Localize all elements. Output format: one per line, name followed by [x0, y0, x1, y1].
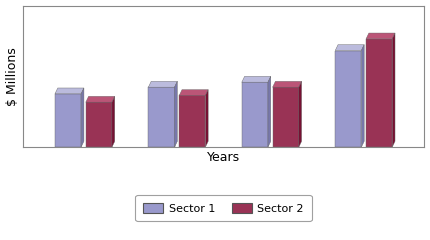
Bar	[335, 51, 361, 147]
Bar	[366, 39, 392, 147]
Polygon shape	[175, 81, 177, 147]
Bar	[273, 87, 299, 147]
Polygon shape	[392, 33, 395, 147]
Polygon shape	[112, 96, 115, 147]
Polygon shape	[55, 88, 84, 94]
Polygon shape	[361, 45, 364, 147]
Bar	[86, 102, 112, 147]
Bar	[242, 82, 268, 147]
Bar	[179, 96, 206, 147]
Polygon shape	[81, 88, 84, 147]
Polygon shape	[268, 76, 271, 147]
Polygon shape	[206, 90, 208, 147]
Polygon shape	[148, 81, 177, 87]
Polygon shape	[179, 90, 208, 96]
Legend: Sector 1, Sector 2: Sector 1, Sector 2	[135, 195, 312, 222]
Polygon shape	[86, 96, 115, 102]
Polygon shape	[242, 76, 271, 82]
X-axis label: Years: Years	[207, 151, 240, 164]
Polygon shape	[366, 33, 395, 39]
Bar	[55, 94, 81, 147]
Y-axis label: $ Millions: $ Millions	[6, 47, 18, 106]
Bar	[148, 87, 175, 147]
Polygon shape	[299, 81, 301, 147]
Polygon shape	[273, 81, 301, 87]
Polygon shape	[335, 45, 364, 51]
